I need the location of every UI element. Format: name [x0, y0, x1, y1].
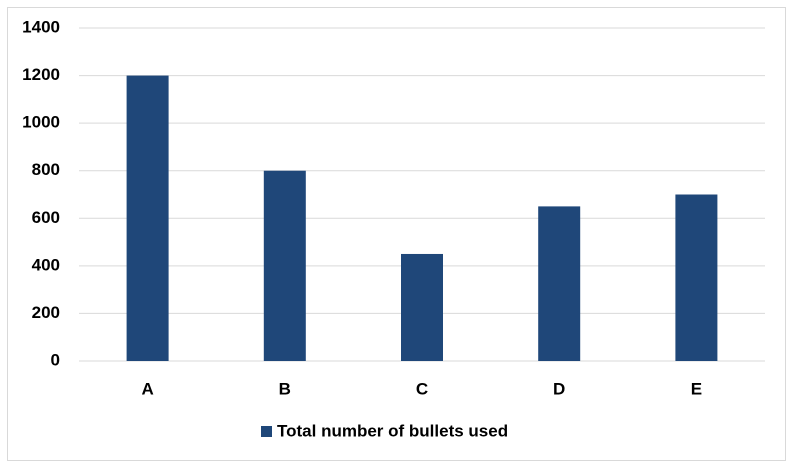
x-tick-label: C [416, 379, 428, 398]
bar [263, 170, 306, 361]
x-tick-label: D [553, 379, 565, 398]
x-tick-label: A [141, 379, 153, 398]
bar [401, 253, 443, 361]
y-tick-label: 800 [32, 160, 60, 179]
y-tick-label: 1400 [22, 17, 60, 36]
legend-label: Total number of bullets used [277, 421, 508, 440]
bar [126, 75, 169, 362]
x-tick-label: B [279, 379, 291, 398]
x-tick-label: E [691, 379, 702, 398]
y-tick-label: 1200 [22, 65, 60, 84]
bar [675, 194, 718, 361]
y-tick-label: 600 [32, 208, 60, 227]
y-tick-label: 400 [32, 255, 60, 274]
y-tick-label: 200 [32, 303, 60, 322]
bar [538, 206, 581, 361]
y-tick-label: 1000 [22, 113, 60, 132]
y-tick-label: 0 [51, 350, 60, 369]
legend-swatch [261, 426, 272, 437]
